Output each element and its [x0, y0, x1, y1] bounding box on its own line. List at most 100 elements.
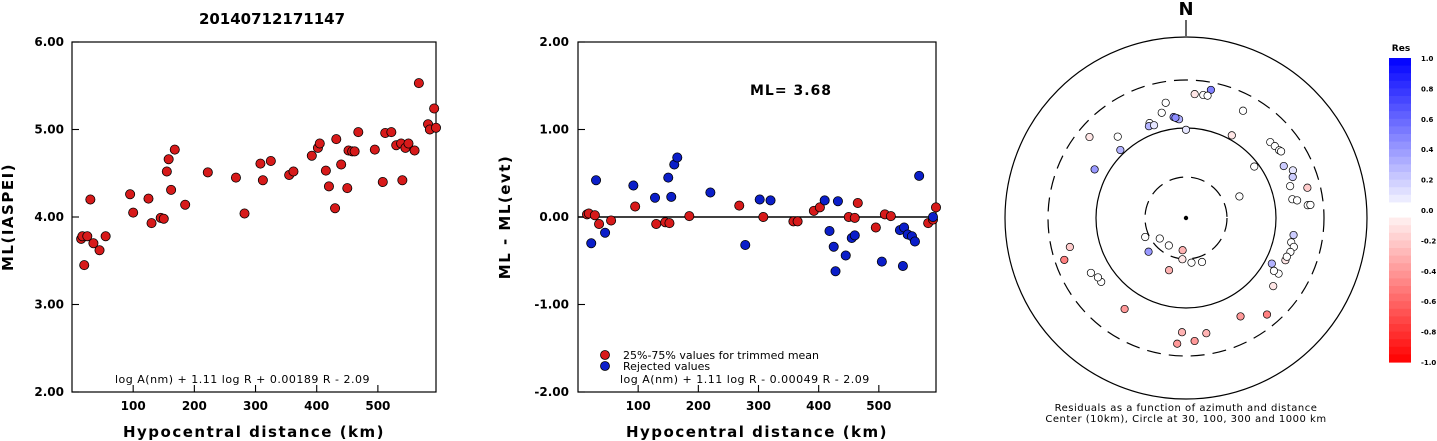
y-tick-label: -2.00	[534, 385, 569, 399]
data-point	[828, 241, 839, 252]
station-marker	[1090, 165, 1099, 174]
colorbar-tick-label: 0.8	[1421, 85, 1434, 93]
colorbar-cell	[1389, 65, 1411, 74]
data-point	[897, 260, 908, 271]
colorbar-cell	[1389, 225, 1411, 234]
colorbar-cell	[1389, 286, 1411, 295]
data-point	[397, 175, 408, 186]
data-point	[413, 78, 424, 89]
x-axis-label: Hypocentral distance (km)	[626, 423, 888, 441]
station-marker	[1120, 304, 1129, 314]
legend-marker-accepted	[600, 350, 610, 360]
data-point	[840, 250, 851, 261]
x-tick-label: 100	[121, 399, 146, 413]
station-marker	[1197, 257, 1207, 267]
colorbar-cell	[1389, 217, 1411, 226]
station-marker	[1250, 162, 1259, 171]
x-tick-label: 300	[746, 399, 771, 413]
data-point	[403, 138, 414, 149]
station-marker	[1203, 91, 1212, 100]
data-point	[166, 184, 177, 195]
figure-title: 20140712171147	[199, 10, 345, 28]
colorbar-cell	[1389, 172, 1411, 181]
north-label: N	[1178, 0, 1193, 20]
x-axis-label: Hypocentral distance (km)	[123, 423, 385, 441]
data-point	[586, 238, 597, 249]
y-tick-group: -2.00 -1.00 0.00 1.00 2.00	[534, 35, 585, 399]
data-point	[931, 202, 942, 213]
colorbar-tick-label: -0.8	[1421, 329, 1436, 337]
data-point	[832, 196, 843, 207]
data-point	[628, 180, 639, 191]
data-point	[306, 150, 317, 161]
data-point	[230, 172, 241, 183]
colorbar-tick-label: 1.0	[1421, 55, 1434, 63]
data-point	[606, 215, 617, 226]
data-point	[82, 231, 93, 242]
polar-caption-line2: Center (10km), Circle at 30, 100, 300 an…	[1045, 414, 1326, 425]
colorbar-cell	[1389, 278, 1411, 287]
colorbar-cell	[1389, 210, 1411, 219]
data-point	[342, 183, 353, 194]
y-axis-label: ML(IASPEI)	[0, 163, 17, 271]
data-point	[651, 218, 662, 229]
station-marker	[1235, 192, 1244, 201]
station-marker	[1277, 147, 1286, 156]
colorbar-cell	[1389, 80, 1411, 89]
colorbar-cell	[1389, 126, 1411, 135]
data-point	[758, 211, 769, 222]
colorbar-cell	[1389, 164, 1411, 173]
y-tick-label: 1.00	[539, 123, 569, 137]
data-point	[386, 127, 397, 138]
colorbar-cell	[1389, 202, 1411, 211]
data-point	[161, 166, 172, 177]
colorbar-cell	[1389, 339, 1411, 348]
station-marker	[1190, 90, 1199, 99]
station-marker	[1155, 234, 1164, 243]
data-point	[94, 245, 105, 256]
colorbar-cell	[1389, 134, 1411, 143]
x-tick-label: 500	[365, 399, 390, 413]
colorbar-cell	[1389, 179, 1411, 188]
y-tick-label: 2.00	[539, 35, 569, 49]
station-marker	[1262, 310, 1272, 319]
data-point	[765, 195, 776, 206]
station-marker	[1227, 131, 1236, 140]
data-point	[349, 146, 360, 157]
data-point	[870, 222, 881, 233]
data-point	[128, 207, 139, 218]
colorbar-cell	[1389, 270, 1411, 279]
station-marker	[1085, 132, 1094, 142]
legend: 25%-75% values for trimmed mean Rejected…	[600, 349, 819, 373]
station-marker	[1113, 132, 1122, 141]
x-tick-label: 200	[182, 399, 207, 413]
data-point	[180, 199, 191, 210]
colorbar-tick-label: 0.2	[1421, 177, 1434, 185]
data-point	[369, 144, 380, 155]
legend-label-accepted: 25%-75% values for trimmed mean	[623, 349, 819, 362]
data-point	[852, 197, 863, 208]
regression-formula: log A(nm) + 1.11 log R + 0.00189 R - 2.0…	[115, 373, 370, 386]
data-point	[849, 230, 860, 241]
station-marker	[1157, 108, 1166, 117]
data-point	[169, 144, 180, 155]
regression-formula: log A(nm) + 1.11 log R - 0.00049 R - 2.0…	[620, 373, 870, 386]
station-marker	[1288, 172, 1297, 182]
colorbar-cell	[1389, 346, 1411, 355]
y-tick-label: 5.00	[34, 123, 64, 137]
data-point	[330, 203, 341, 214]
colorbar-tick-label: -1.0	[1421, 359, 1436, 367]
data-point	[202, 167, 213, 178]
data-point	[927, 211, 938, 222]
data-point	[288, 166, 299, 177]
colorbar-cell	[1389, 232, 1411, 241]
data-point	[409, 145, 420, 156]
station-marker	[1164, 266, 1174, 275]
station-marker	[1086, 268, 1095, 277]
station-marker	[1289, 230, 1298, 240]
plot-frame	[71, 41, 437, 393]
data-point	[143, 193, 154, 204]
azimuth-residual-plot: N Residuals as a function of azimuth and…	[1004, 0, 1368, 425]
data-point	[429, 103, 440, 114]
data-point	[849, 212, 860, 223]
